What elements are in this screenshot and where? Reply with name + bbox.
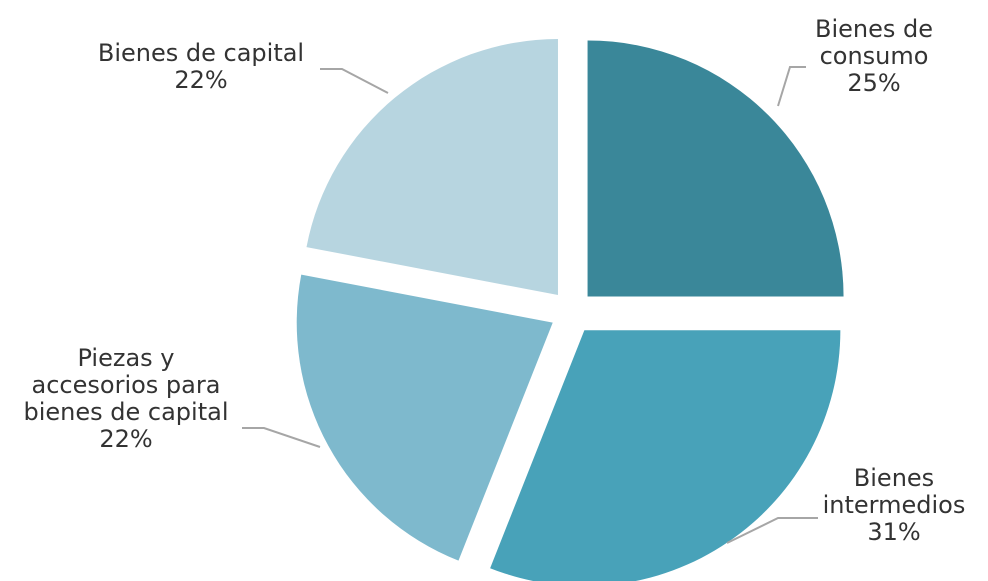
slice-label: Bienes de consumo 25% (815, 15, 933, 97)
pie-slice (490, 330, 841, 581)
slice-name-label: Bienes de (815, 15, 933, 43)
slice-labels: Bienes de consumo 25% Bienes intermedios 31% P… (24, 15, 966, 546)
pie-slice (587, 40, 844, 297)
pie-slice (296, 274, 553, 561)
slice-name-label: accesorios para (32, 371, 221, 399)
slice-value-label: 22% (99, 425, 152, 453)
slice-name-label: consumo (820, 42, 929, 70)
slice-name-label: Bienes de capital (98, 39, 304, 67)
slice-label: Piezas y accesorios para bienes de capital… (24, 344, 229, 453)
pie-slice (306, 39, 558, 296)
pie-slices (296, 39, 844, 581)
leader-lines (242, 66, 818, 544)
leader-line (726, 517, 818, 544)
slice-name-label: Bienes (854, 464, 934, 492)
slice-name-label: bienes de capital (24, 398, 229, 426)
leader-line (777, 66, 806, 107)
slice-value-label: 22% (174, 66, 227, 94)
slice-label: Bienes intermedios 31% (823, 464, 966, 546)
slice-name-label: Piezas y (77, 344, 174, 372)
slice-value-label: 25% (847, 69, 900, 97)
leader-line (242, 427, 321, 448)
leader-line (320, 68, 389, 94)
slice-label: Bienes de capital 22% (98, 39, 304, 94)
slice-value-label: 31% (867, 518, 920, 546)
slice-name-label: intermedios (823, 491, 966, 519)
